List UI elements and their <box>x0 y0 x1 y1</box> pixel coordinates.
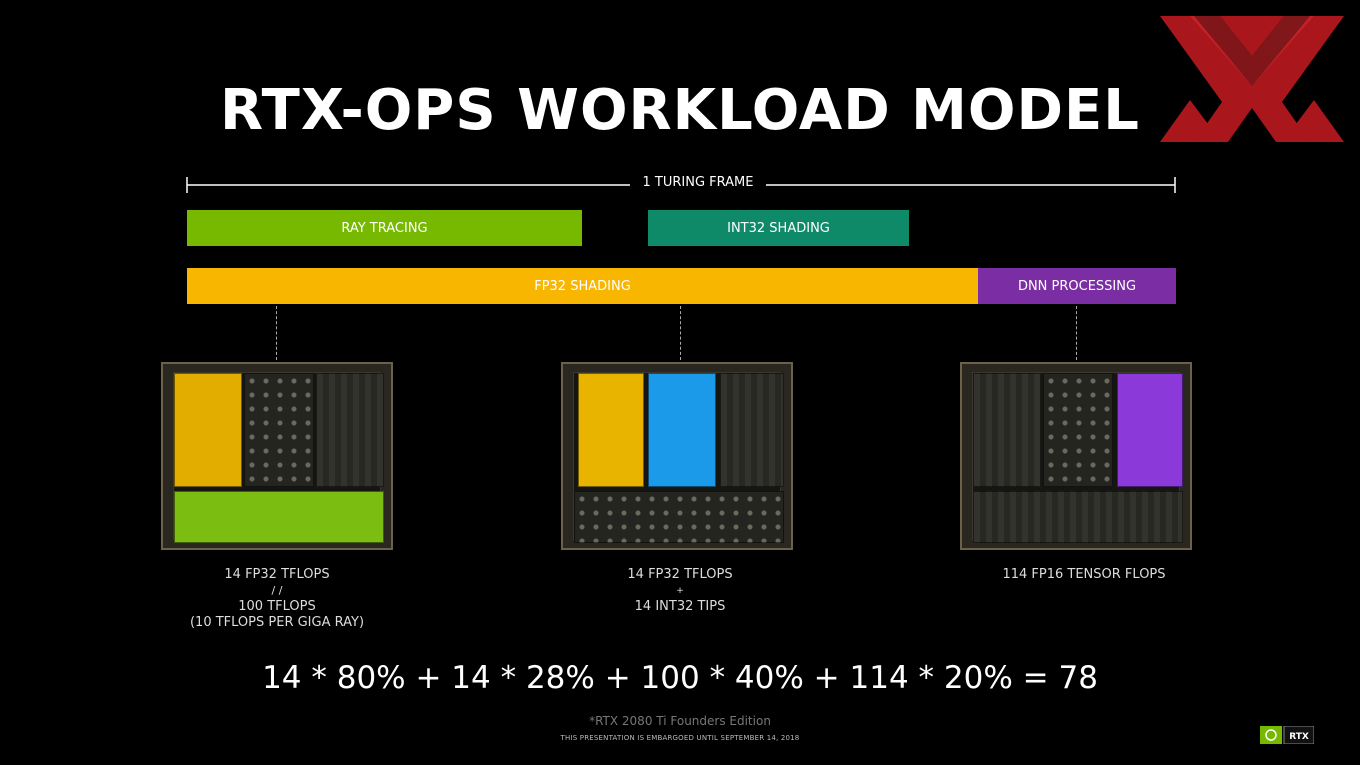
label-line: + <box>676 586 684 596</box>
connector-line <box>1076 306 1077 360</box>
sm-block <box>316 373 384 487</box>
connector-line <box>276 306 277 360</box>
rtx-ops-formula: 14 * 80% + 14 * 28% + 100 * 40% + 114 * … <box>262 660 1098 696</box>
fp32-shading-bar: FP32 SHADING <box>187 268 978 304</box>
label-line: / / <box>271 584 283 597</box>
sm-block <box>973 373 1041 487</box>
die-shot-tensor <box>960 362 1192 550</box>
sm-block <box>973 491 1183 543</box>
dnn-processing-bar: DNN PROCESSING <box>978 268 1176 304</box>
sm-block <box>1043 373 1113 487</box>
int32-shading-bar: INT32 SHADING <box>648 210 909 246</box>
die-core <box>173 372 384 543</box>
die-core <box>972 372 1183 543</box>
tensor-block <box>1117 373 1183 487</box>
fp32-block <box>578 373 644 487</box>
geforce-rtx-logo: RTX <box>1260 726 1314 744</box>
chip-label-tensor: 114 FP16 TENSOR FLOPS <box>934 567 1234 583</box>
label-line: 14 INT32 TIPS <box>634 599 726 614</box>
die-core <box>573 372 784 543</box>
sm-block <box>244 373 314 487</box>
rt-core-block <box>174 491 384 543</box>
connector-line <box>680 306 681 360</box>
sm-block <box>720 373 784 487</box>
chip-label-raytracing: 14 FP32 TFLOPS / / 100 TFLOPS (10 TFLOPS… <box>127 567 427 631</box>
label-line: 14 FP32 TFLOPS <box>224 567 330 582</box>
embargo-notice: THIS PRESENTATION IS EMBARGOED UNTIL SEP… <box>560 734 800 742</box>
brand-badge-text: RTX <box>1289 732 1309 742</box>
chip-label-int32: 14 FP32 TFLOPS + 14 INT32 TIPS <box>530 567 830 615</box>
label-line: (10 TFLOPS PER GIGA RAY) <box>189 615 365 630</box>
footnote: *RTX 2080 Ti Founders Edition <box>589 714 771 728</box>
label-line: 14 FP32 TFLOPS <box>627 567 733 582</box>
int32-block <box>648 373 716 487</box>
sm-block <box>574 491 784 543</box>
fp32-block <box>174 373 242 487</box>
page-title: RTX-OPS WORKLOAD MODEL <box>220 78 1140 143</box>
frame-label: 1 TURING FRAME <box>630 175 766 191</box>
label-line: 114 FP16 TENSOR FLOPS <box>1002 567 1166 582</box>
ray-tracing-bar: RAY TRACING <box>187 210 582 246</box>
watermark-logo <box>1160 16 1344 142</box>
die-shot-raytracing <box>161 362 393 550</box>
die-shot-int32 <box>561 362 793 550</box>
label-line: 100 TFLOPS <box>238 599 316 614</box>
